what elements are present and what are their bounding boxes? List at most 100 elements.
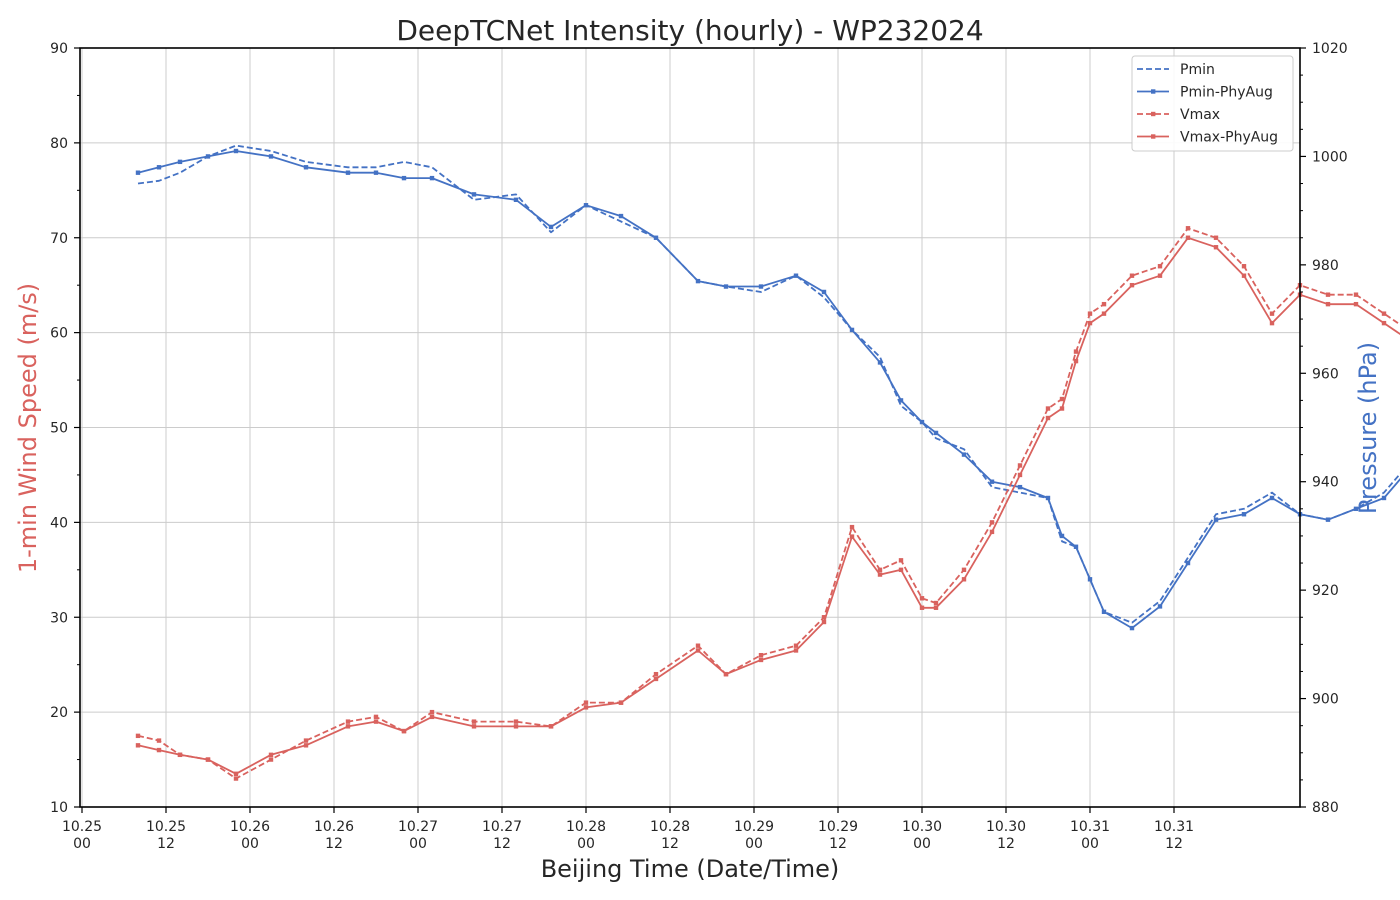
data-point (471, 724, 477, 729)
x-tick-time: 00 (409, 836, 427, 852)
data-point (618, 700, 624, 705)
x-tick-time: 12 (997, 836, 1015, 852)
x-tick-date: 10.28 (650, 819, 690, 835)
data-point (345, 170, 351, 175)
data-point (989, 520, 995, 525)
data-point (401, 728, 407, 734)
data-point (233, 776, 239, 781)
x-tick-date: 10.25 (146, 819, 186, 835)
left-tick-label: 50 (50, 421, 68, 437)
left-tick-label: 80 (50, 136, 68, 152)
data-point (1241, 512, 1247, 517)
data-point (821, 619, 827, 625)
right-axis-label: Pressure (hPa) (1354, 342, 1382, 514)
data-point (933, 600, 939, 606)
data-point (1185, 235, 1191, 240)
right-axis-ticks: 880 900 920 940 960 980 1000 1020 (1300, 41, 1348, 816)
data-point (1157, 604, 1163, 609)
left-tick-label: 90 (50, 41, 68, 57)
x-axis-ticks: 10.250010.251210.260010.261210.270010.27… (62, 807, 1194, 852)
data-point (373, 170, 379, 175)
data-point (1269, 311, 1275, 316)
data-point (1185, 560, 1191, 566)
data-point (1325, 301, 1331, 307)
data-point (919, 596, 925, 601)
data-point (849, 524, 855, 530)
data-point (1045, 406, 1051, 411)
data-point (1059, 406, 1065, 411)
series-line-vmax (137, 227, 1400, 780)
data-point (177, 752, 183, 758)
data-point (1353, 292, 1359, 297)
data-point (373, 714, 379, 720)
x-tick-date: 10.26 (314, 819, 354, 835)
x-tick-date: 10.29 (818, 819, 858, 835)
series-line-vmax-phyaug (137, 236, 1400, 775)
data-point (961, 452, 967, 457)
left-tick-label: 70 (50, 231, 68, 247)
x-tick-date: 10.26 (230, 819, 270, 835)
data-point (583, 705, 589, 710)
data-point (758, 284, 764, 289)
data-point (877, 360, 883, 365)
x-tick-date: 10.30 (902, 819, 942, 835)
data-point (1353, 506, 1359, 512)
data-point (156, 738, 162, 743)
data-point (205, 154, 211, 159)
data-point (233, 148, 239, 154)
data-point (989, 529, 995, 535)
data-point (205, 757, 211, 762)
data-point (1213, 517, 1219, 522)
data-point (1017, 484, 1023, 490)
data-point (513, 197, 519, 202)
data-point (723, 671, 729, 677)
x-tick-time: 00 (577, 836, 595, 852)
data-point (821, 289, 827, 295)
data-point (1087, 320, 1093, 326)
data-point (1073, 358, 1079, 364)
data-point (1101, 301, 1107, 307)
data-point (1381, 495, 1387, 501)
data-point (303, 738, 309, 743)
data-point (429, 709, 435, 715)
data-point (695, 648, 701, 653)
right-tick-label: 960 (1312, 366, 1339, 382)
data-point (793, 648, 799, 653)
legend-label: Vmax-PhyAug (1180, 130, 1278, 146)
data-point (1087, 311, 1093, 316)
data-point (429, 714, 435, 720)
data-point (1101, 311, 1107, 316)
right-tick-label: 1000 (1312, 149, 1348, 165)
left-tick-label: 30 (50, 610, 68, 626)
x-tick-date: 10.30 (986, 819, 1026, 835)
right-tick-label: 980 (1312, 258, 1339, 274)
data-point (429, 175, 435, 181)
legend-marker (1151, 134, 1156, 139)
data-point (1241, 273, 1247, 278)
data-point (793, 273, 799, 278)
data-point (345, 719, 351, 724)
data-point (1269, 320, 1275, 326)
data-point (1059, 396, 1065, 402)
x-tick-time: 12 (1165, 836, 1183, 852)
x-tick-date: 10.28 (566, 819, 606, 835)
data-point (303, 743, 309, 748)
legend-marker (1151, 89, 1156, 94)
x-tick-time: 12 (325, 836, 343, 852)
data-point (1157, 264, 1163, 269)
data-point (1059, 533, 1065, 539)
x-tick-time: 00 (1081, 836, 1099, 852)
data-point (1129, 273, 1135, 278)
data-point (653, 676, 659, 682)
data-point (233, 771, 239, 776)
data-point (849, 327, 855, 333)
data-point (401, 175, 407, 181)
data-point (1073, 349, 1079, 354)
x-tick-time: 12 (493, 836, 511, 852)
left-tick-label: 40 (50, 515, 68, 531)
data-point (653, 235, 659, 240)
left-tick-label: 60 (50, 326, 68, 342)
data-point (177, 159, 183, 165)
data-point (135, 170, 141, 175)
